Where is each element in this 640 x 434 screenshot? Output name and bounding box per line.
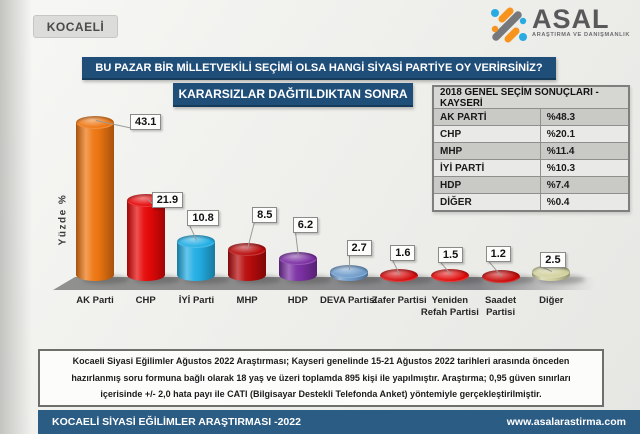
bar-top-deva-partisi [329, 264, 368, 278]
category-label-yeniden-refah-partisi: Yeniden Refah Partisi [420, 295, 479, 319]
results-table-title: 2018 GENEL SEÇİM SONUÇLARI - KAYSERİ [434, 87, 628, 109]
bar-top-yeniden-refah-partisi [430, 268, 469, 282]
bar-ak-parti [76, 122, 114, 281]
party-name-cell: İYİ PARTİ [434, 160, 541, 176]
category-label-ak-parti: AK Parti [76, 295, 114, 306]
bar-chp [126, 200, 165, 281]
bar-top-di-er [532, 265, 571, 279]
bar-shadow-deva-partisi [336, 275, 383, 284]
party-name-cell: AK PARTİ [434, 109, 541, 125]
leader-line-hdp [294, 232, 299, 258]
bar-shadow-ak-parti [83, 275, 129, 284]
category-label-saadet-partisi: Saadet Partisi [485, 295, 517, 319]
leader-line-i-yi-parti [189, 225, 198, 241]
value-label-zafer-partisi: 1.6 [390, 245, 416, 262]
bar-deva-partisi [329, 271, 368, 281]
table-row: DİĞER %0.4 [434, 193, 628, 210]
results-table: 2018 GENEL SEÇİM SONUÇLARI - KAYSERİ AK … [432, 85, 630, 212]
bar-mhp [228, 249, 267, 281]
page-edge-shadow [0, 0, 32, 434]
value-label-hdp: 6.2 [292, 217, 319, 234]
chart-floor [53, 277, 601, 290]
category-label-chp: CHP [135, 295, 156, 306]
value-label-yeniden-refah-partisi: 1.5 [437, 247, 464, 264]
footer-bar: KOCAELİ SİYASİ EĞİLİMLER ARAŞTIRMASI -20… [38, 410, 640, 434]
party-value-cell: %0.4 [546, 196, 570, 208]
leader-line-saadet-partisi [487, 260, 502, 277]
value-label-mhp: 8.5 [252, 206, 278, 223]
table-row: AK PARTİ %48.3 [434, 108, 628, 125]
bar-shadow-di-er [539, 275, 586, 284]
bar-i-yi-parti [177, 241, 216, 281]
party-name-cell: CHP [434, 126, 541, 142]
category-label-hdp: HDP [287, 295, 308, 306]
bar-shadow-i-yi-parti [184, 275, 231, 284]
bar-yeniden-refah-partisi [430, 275, 469, 281]
bar-top-saadet-partisi [481, 270, 520, 284]
methodology-note: Kocaeli Siyasi Eğilimler Ağustos 2022 Ar… [71, 356, 571, 400]
bar-saadet-partisi [481, 276, 520, 281]
leader-line-di-er [542, 266, 553, 272]
table-row: HDP %7.4 [434, 176, 628, 193]
asal-logo: ASAL ARAŞTIRMA VE DANIŞMANLIK [489, 4, 630, 45]
party-value-cell: %48.3 [546, 111, 576, 123]
region-badge: KOCAELİ [33, 15, 118, 38]
bar-top-mhp [228, 243, 267, 257]
footer-title: KOCAELİ SİYASİ EĞİLİMLER ARAŞTIRMASI -20… [52, 416, 301, 428]
logo-tagline: ARAŞTIRMA VE DANIŞMANLIK [532, 32, 630, 38]
party-value-cell: %10.3 [546, 162, 576, 174]
bar-top-i-yi-parti [177, 234, 216, 248]
value-label-chp: 21.9 [151, 192, 184, 209]
poll-question-banner: BU PAZAR BİR MİLLETVEKİLİ SEÇİMİ OLSA HA… [82, 57, 556, 80]
party-value-cell: %20.1 [546, 128, 576, 140]
results-table-body: AK PARTİ %48.3 CHP %20.1 MHP %11.4 İYİ P… [434, 108, 628, 210]
value-label-deva-partisi: 2.7 [346, 240, 372, 257]
leader-line-ak-parti [96, 120, 134, 130]
value-label-saadet-partisi: 1.2 [485, 245, 511, 262]
percent-dots-icon [491, 7, 528, 43]
bar-top-ak-parti [76, 115, 114, 129]
table-row: MHP %11.4 [434, 142, 628, 159]
party-name-cell: MHP [434, 143, 541, 159]
leader-line-chp [146, 198, 156, 208]
bar-shadow-hdp [285, 275, 332, 284]
value-label-i-yi-parti: 10.8 [187, 210, 219, 227]
party-name-cell: DİĞER [434, 194, 541, 210]
y-axis-label: Yüzde % [57, 193, 69, 246]
bar-top-zafer-partisi [380, 268, 419, 282]
bar-shadow-yeniden-refah-partisi [437, 275, 484, 284]
logo-text: ASAL ARAŞTIRMA VE DANIŞMANLIK [532, 4, 630, 38]
logo-name: ASAL [532, 4, 610, 34]
footer-website: www.asalarastirma.com [506, 416, 626, 428]
bar-shadow-mhp [235, 275, 282, 284]
bar-top-hdp [278, 251, 317, 265]
category-label-zafer-partisi: Zafer Partisi [371, 295, 427, 306]
bar-shadow-zafer-partisi [387, 275, 434, 284]
category-label-mhp: MHP [236, 295, 258, 306]
leader-line-mhp [247, 221, 256, 249]
methodology-note-box: Kocaeli Siyasi Eğilimler Ağustos 2022 Ar… [38, 349, 604, 407]
table-row: İYİ PARTİ %10.3 [434, 159, 628, 176]
leader-line-yeniden-refah-partisi [440, 262, 451, 276]
value-label-di-er: 2.5 [540, 251, 566, 268]
bar-di-er [532, 271, 571, 281]
table-row: CHP %20.1 [434, 125, 628, 142]
bar-hdp [278, 258, 317, 281]
category-label-i-yi-parti: İYİ Parti [178, 295, 215, 306]
party-value-cell: %11.4 [546, 145, 575, 157]
party-name-cell: HDP [434, 177, 541, 193]
category-label-deva-partisi: DEVA Partisi [319, 295, 378, 306]
leader-line-zafer-partisi [392, 260, 401, 275]
value-label-ak-parti: 43.1 [130, 114, 162, 131]
party-value-cell: %7.4 [546, 179, 570, 191]
bar-top-chp [126, 193, 165, 207]
bar-shadow-saadet-partisi [488, 275, 535, 284]
category-label-di-er: Diğer [539, 295, 564, 306]
bar-shadow-chp [133, 275, 180, 284]
bar-zafer-partisi [380, 275, 419, 281]
leader-line-deva-partisi [348, 255, 350, 271]
chart-subtitle-banner: KARARSIZLAR DAĞITILDIKTAN SONRA [173, 83, 413, 107]
